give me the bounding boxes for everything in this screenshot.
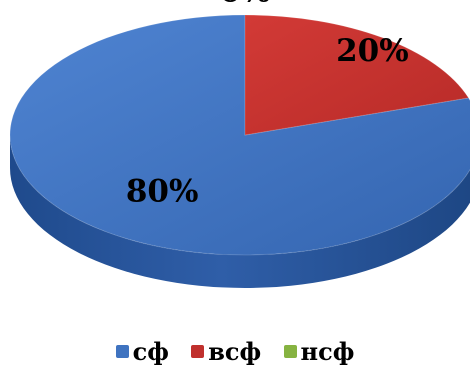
data-label-cf: 80%: [126, 174, 199, 210]
legend-item-nsf: нсф: [283, 337, 355, 366]
pie-slice-vsf: [244, 14, 470, 136]
pie-side-wall: [10, 135, 470, 288]
legend-swatch-nsf: [283, 345, 297, 358]
legend-label-vsf: всф: [208, 337, 262, 366]
legend-label-nsf: нсф: [300, 337, 355, 366]
pie-side-wall-surface: [10, 135, 470, 288]
legend-label-cf: сф: [132, 337, 169, 366]
legend-swatch-vsf: [191, 345, 205, 358]
pie-slices: [9, 14, 470, 256]
data-label-vsf: 20%: [336, 33, 409, 69]
legend-swatch-cf: [115, 345, 129, 358]
data-label-nsf: 0%: [219, 0, 270, 10]
legend-item-vsf: всф: [191, 337, 261, 366]
pie-slice-cf: [9, 14, 470, 256]
pie-data-labels: 80% 20% 0%: [126, 0, 409, 210]
legend: сф всф нсф: [0, 335, 470, 366]
legend-item-cf: сф: [115, 337, 169, 366]
